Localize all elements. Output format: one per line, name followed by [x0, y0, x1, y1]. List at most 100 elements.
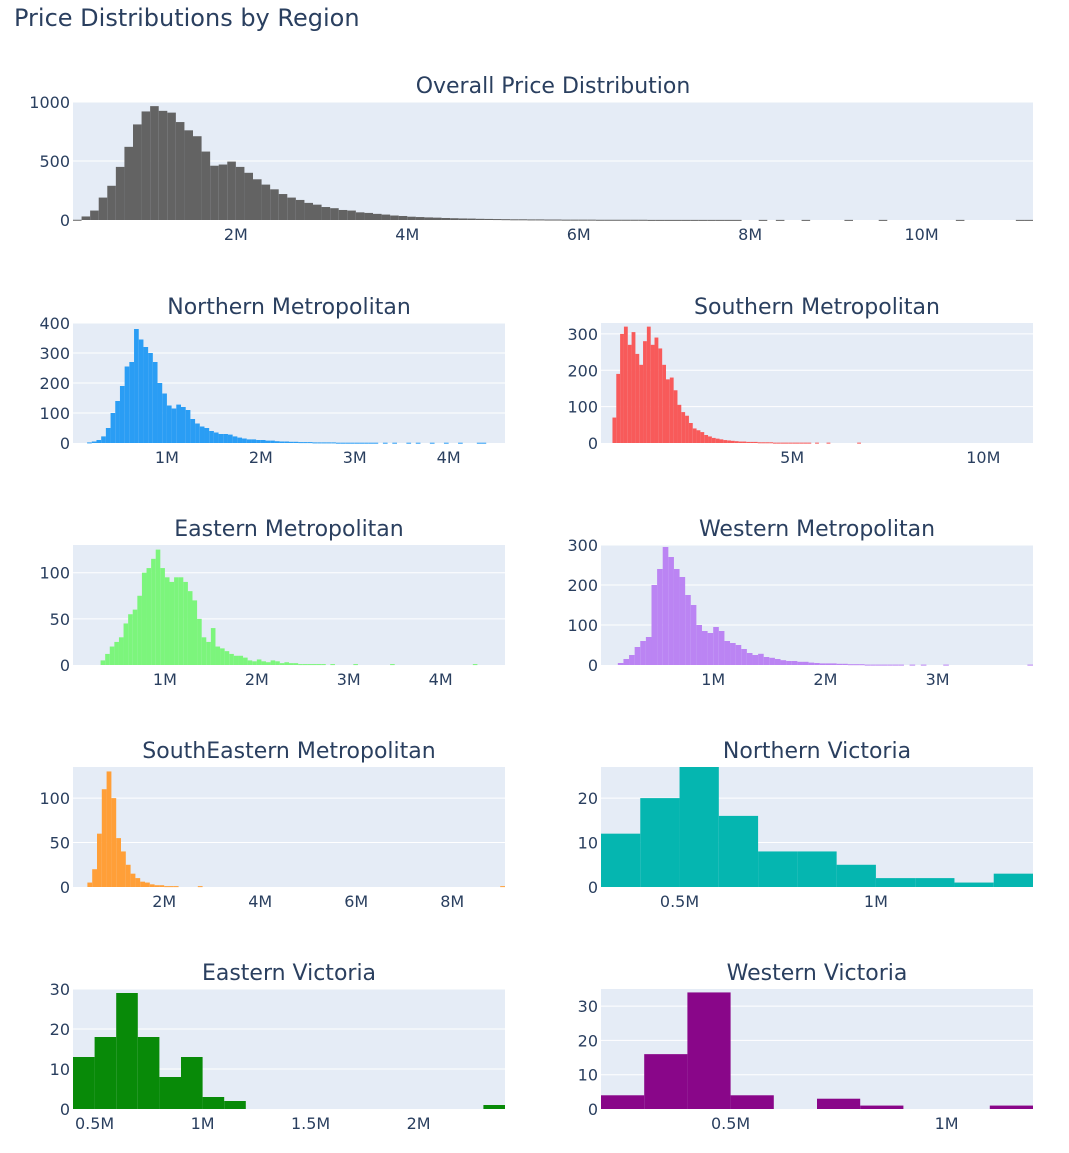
histogram-bar	[679, 767, 719, 887]
histogram-bar	[651, 585, 658, 665]
y-tick-label: 300	[567, 325, 598, 344]
histogram-bar	[183, 581, 188, 665]
histogram-bar	[587, 219, 596, 221]
histogram-bar	[692, 428, 697, 443]
histogram-bar	[105, 428, 111, 443]
histogram-bar	[943, 664, 949, 666]
histogram-bar	[107, 185, 116, 220]
histogram-bar	[303, 442, 308, 444]
histogram-bar	[662, 547, 669, 665]
histogram-bar	[184, 130, 193, 220]
histogram-bar	[279, 663, 285, 665]
histogram-bar	[819, 663, 826, 665]
histogram-bar	[795, 442, 800, 444]
x-tick-label: 0.5M	[660, 892, 699, 911]
histogram-bar	[140, 881, 145, 887]
histogram-bar	[887, 664, 893, 666]
histogram-bar	[570, 219, 579, 221]
histogram-bar	[696, 625, 702, 665]
histogram-bar	[650, 344, 655, 443]
histogram-bar	[307, 442, 313, 444]
histogram-bar	[842, 663, 848, 665]
subplot-title: Eastern Victoria	[202, 961, 376, 986]
histogram-bar	[780, 442, 785, 444]
histogram-bar	[831, 663, 837, 665]
histogram-bar	[875, 664, 882, 666]
histogram-bar	[204, 428, 210, 443]
x-tick-label: 8M	[738, 225, 762, 244]
histogram-bar	[724, 641, 731, 665]
histogram-bar	[311, 664, 317, 666]
histogram-bar	[124, 366, 130, 443]
histogram-bar	[578, 219, 588, 221]
histogram-bar	[730, 1095, 774, 1109]
y-tick-label: 0	[588, 878, 598, 897]
histogram-bar	[73, 219, 82, 221]
x-tick-label: 4M	[437, 448, 461, 467]
histogram-bar	[836, 663, 843, 665]
histogram-bar	[662, 364, 666, 443]
histogram-bar	[73, 1057, 95, 1109]
y-tick-label: 10	[50, 1060, 70, 1079]
y-tick-label: 0	[60, 878, 70, 897]
histogram-bar	[133, 124, 142, 220]
histogram-bar	[433, 217, 442, 220]
histogram-bar	[199, 426, 205, 443]
histogram-bar	[106, 771, 112, 887]
histogram-bar	[954, 882, 994, 887]
histogram-bar	[723, 440, 728, 443]
histogram-bar	[398, 215, 408, 220]
x-tick-label: 2M	[152, 892, 176, 911]
histogram-bar	[114, 641, 119, 665]
histogram-bar	[765, 442, 770, 444]
histogram-bar	[166, 405, 172, 443]
histogram-bar	[643, 341, 647, 443]
histogram-bar	[561, 219, 571, 221]
histogram-bar	[955, 219, 965, 221]
histogram-bar	[864, 664, 871, 666]
histogram-bar	[629, 655, 635, 665]
histogram-bar	[690, 219, 699, 221]
histogram-bar	[644, 1054, 688, 1109]
histogram-bar	[176, 404, 181, 443]
x-tick-label: 6M	[344, 892, 368, 911]
histogram-bar	[202, 1097, 225, 1109]
histogram-bar	[330, 208, 339, 220]
histogram-bar	[298, 442, 304, 444]
histogram-bar	[345, 442, 351, 444]
histogram-bar	[623, 326, 628, 443]
histogram-bar	[878, 219, 888, 221]
histogram-bar	[164, 577, 170, 665]
histogram-bar	[247, 660, 253, 665]
histogram-bar	[730, 440, 735, 443]
histogram-bar	[354, 442, 360, 444]
histogram-bar	[681, 412, 686, 443]
y-tick-label: 50	[50, 610, 70, 629]
histogram-bar	[94, 1037, 117, 1109]
x-tick-label: 8M	[440, 892, 464, 911]
subplot-2: 0 100 200 300 400 1M 2M 3M 4M Northern Metropolit…	[39, 295, 505, 467]
histogram-bar	[154, 885, 160, 887]
histogram-bar	[853, 664, 860, 666]
histogram-bar	[807, 442, 812, 444]
histogram-bar	[407, 216, 416, 220]
x-tick-label: 1M	[155, 448, 179, 467]
histogram-bar	[1027, 664, 1033, 666]
y-tick-label: 20	[578, 1031, 598, 1050]
histogram-bar	[121, 851, 126, 887]
histogram-bar	[326, 442, 332, 444]
x-tick-label: 3M	[926, 670, 950, 689]
histogram-bar	[634, 647, 641, 665]
histogram-bar	[101, 436, 106, 443]
histogram-bar	[733, 219, 742, 221]
y-tick-label: 0	[588, 1100, 598, 1119]
histogram-bar	[553, 219, 562, 221]
histogram-bar	[97, 833, 102, 887]
histogram-bar	[224, 1101, 246, 1109]
histogram-bar	[406, 442, 412, 444]
histogram-bar	[218, 434, 224, 443]
histogram-bar	[157, 383, 163, 443]
histogram-bar	[797, 661, 803, 665]
histogram-bar	[527, 219, 536, 221]
histogram-bar	[105, 653, 110, 665]
